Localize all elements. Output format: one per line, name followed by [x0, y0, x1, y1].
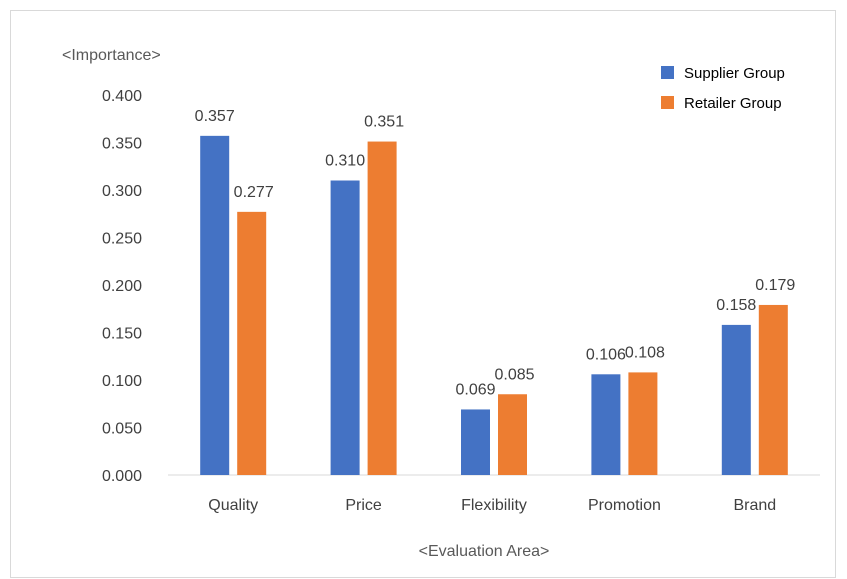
chart-frame [10, 10, 836, 578]
bar-supplier-brand [721, 324, 751, 475]
legend-label-retailer: Retailer Group [684, 95, 782, 112]
bar-retailer-brand [758, 304, 788, 475]
bar-supplier-promotion [591, 374, 621, 475]
x-tick-label: Price [345, 497, 382, 514]
legend-swatch-supplier [661, 66, 674, 79]
data-label-retailer-price: 0.351 [364, 114, 404, 131]
x-axis-title: <Evaluation Area> [419, 543, 550, 560]
y-tick-label: 0.300 [102, 183, 142, 200]
bar-supplier-price [330, 180, 360, 475]
bar-retailer-flexibility [498, 394, 527, 475]
legend-label-supplier: Supplier Group [684, 65, 785, 82]
y-tick-label: 0.400 [102, 88, 142, 105]
data-label-retailer-brand: 0.179 [755, 277, 795, 294]
data-label-retailer-flexibility: 0.085 [494, 366, 534, 383]
bar-supplier-flexibility [461, 409, 490, 475]
y-tick-label: 0.050 [102, 421, 142, 438]
x-tick-label: Brand [733, 497, 776, 514]
y-axis-title: <Importance> [62, 47, 161, 64]
data-label-supplier-promotion: 0.106 [586, 346, 626, 363]
y-tick-label: 0.250 [102, 231, 142, 248]
data-label-supplier-brand: 0.158 [716, 297, 756, 314]
bar-supplier-quality [200, 135, 230, 475]
y-tick-label: 0.100 [102, 373, 142, 390]
x-axis-ticks: Quality Price Flexibility Promotion Brand [208, 497, 776, 514]
x-tick-label: Promotion [588, 497, 661, 514]
data-label-supplier-flexibility: 0.069 [455, 381, 495, 398]
y-tick-label: 0.150 [102, 326, 142, 343]
bar-retailer-price [367, 141, 397, 476]
y-tick-label: 0.000 [102, 468, 142, 485]
bar-retailer-quality [237, 211, 267, 475]
y-tick-label: 0.200 [102, 278, 142, 295]
y-tick-label: 0.350 [102, 136, 142, 153]
bars-group [200, 135, 788, 476]
legend-swatch-retailer [661, 96, 674, 109]
data-label-supplier-quality: 0.357 [195, 108, 235, 125]
bar-retailer-promotion [628, 372, 658, 475]
data-label-retailer-quality: 0.277 [234, 184, 274, 201]
x-tick-label: Flexibility [461, 497, 527, 514]
x-tick-label: Quality [208, 497, 258, 514]
data-label-supplier-price: 0.310 [325, 153, 365, 170]
y-axis-ticks: 0.000 0.050 0.100 0.150 0.200 0.250 0.300 0.350… [102, 88, 142, 485]
legend: Supplier Group Retailer Group [661, 65, 785, 112]
data-label-retailer-promotion: 0.108 [625, 344, 665, 361]
